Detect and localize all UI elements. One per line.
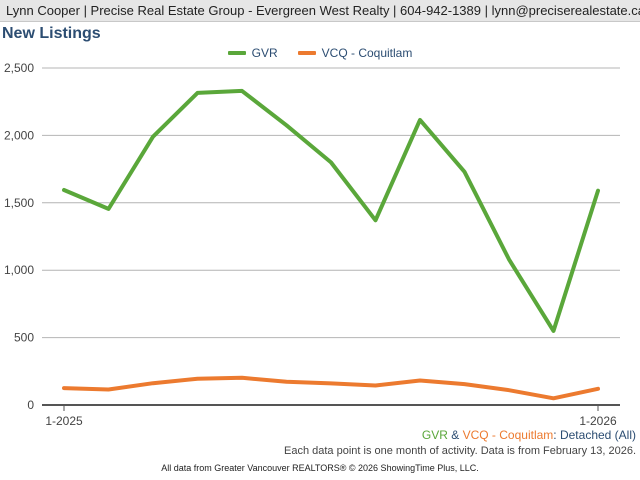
legend-swatch-gvr [227,51,246,55]
chart-title: New Listings [2,25,101,42]
y-tick-label-0: 0 [27,398,34,412]
legend-swatch-vcq [297,51,316,55]
legend-item-vcq: VCQ - Coquitlam [297,45,413,61]
data-source: All data from Greater Vancouver REALTORS… [161,463,479,473]
series-line-0 [62,88,600,333]
y-tick-label-500: 500 [14,331,34,345]
y-tick-label-1000: 1,000 [4,263,34,277]
x-tick-label-1-2026: 1-2026 [579,414,617,428]
x-tick-label-1-2025: 1-2025 [45,414,83,428]
caption-rest: : Detached (All) [553,428,636,442]
y-tick-label-1500: 1,500 [4,196,34,210]
caption-vcq: VCQ - Coquitlam [462,428,554,442]
caption-amp: & [447,428,463,442]
agent-header-text: Lynn Cooper | Precise Real Estate Group … [6,3,640,18]
caption-gvr: GVR [421,428,448,442]
data-note: Each data point is one month of activity… [284,445,636,457]
legend-item-gvr: GVR [227,45,278,61]
series-line-1 [62,375,600,401]
y-tick-label-2000: 2,000 [4,128,34,142]
legend-label-vcq: VCQ - Coquitlam [321,46,413,60]
agent-header: Lynn Cooper | Precise Real Estate Group … [0,0,640,22]
chart-legend: GVR VCQ - Coquitlam [0,45,640,61]
legend-label-gvr: GVR [251,46,278,60]
y-tick-label-2500: 2,500 [4,61,34,75]
chart-caption: GVR & VCQ - Coquitlam: Detached (All) [422,428,636,442]
